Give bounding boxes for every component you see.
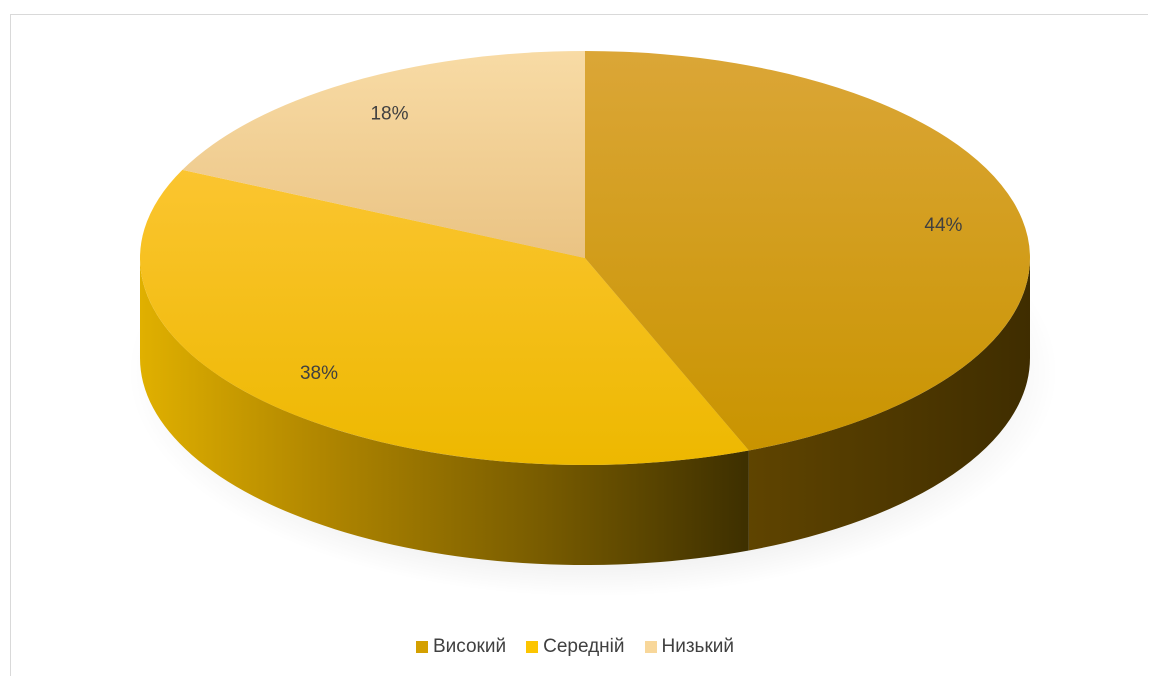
- pie-side-high: [748, 258, 1030, 551]
- legend-label-low: Низький: [661, 636, 734, 657]
- data-label-high: 44%: [924, 215, 962, 236]
- legend-label-medium: Середній: [543, 636, 625, 657]
- data-label-low: 18%: [370, 104, 408, 125]
- legend-swatch-low: [644, 641, 657, 653]
- legend-item-high: Високий: [415, 636, 507, 658]
- pie-side-medium: [140, 258, 749, 565]
- pie-sides: [140, 258, 1030, 565]
- legend-label-high: Високий: [432, 636, 507, 657]
- legend-item-low: Низький: [644, 636, 734, 658]
- legend-swatch-medium: [526, 641, 539, 653]
- legend-item-medium: Середній: [526, 636, 625, 658]
- data-label-medium: 38%: [300, 363, 338, 384]
- pie-data-labels: 44% 38% 18%: [300, 104, 963, 385]
- pie-slice-medium: [139, 169, 749, 466]
- pie-slices: [139, 51, 1031, 466]
- legend: Високий Середній Низький: [0, 636, 1150, 658]
- pie-slice-low: [182, 51, 585, 258]
- legend-swatch-high: [415, 641, 428, 653]
- pie-slice-high: [585, 51, 1031, 451]
